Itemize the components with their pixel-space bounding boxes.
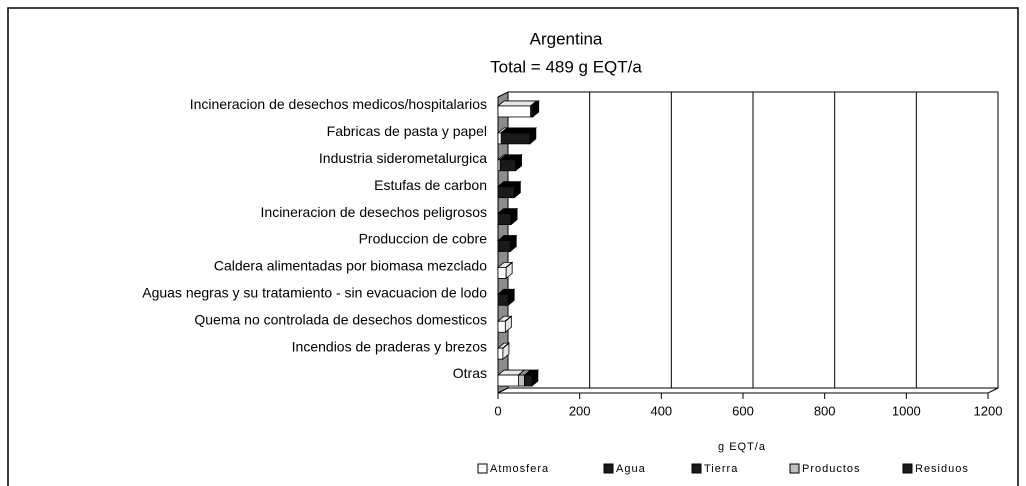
x-tick-label: 1000 [892, 403, 921, 418]
bar-front [518, 374, 525, 387]
bar-top [496, 100, 538, 107]
bar-front [497, 347, 504, 360]
y-tick-label: Caldera alimentadas por biomasa mezclado [214, 258, 487, 274]
bar-front [498, 240, 511, 252]
y-tick-label: Industria siderometalurgica [319, 150, 487, 166]
bar-segment [497, 234, 518, 253]
y-tick-label: Otras [453, 365, 487, 381]
bar-front [497, 267, 507, 279]
bar-front [524, 374, 533, 387]
bar-side [513, 180, 521, 199]
bar-segment [498, 153, 523, 172]
bar-front [499, 159, 516, 172]
y-tick-label: Aguas negras y su tratamiento - sin evac… [142, 285, 487, 301]
x-tick-label: 0 [494, 403, 501, 418]
bar-segment [496, 180, 522, 199]
x-tick-label: 1200 [974, 403, 1003, 418]
bar-side [515, 153, 522, 172]
bar-segment [523, 369, 539, 387]
bar-top [505, 262, 513, 268]
legend-swatch [603, 463, 614, 474]
bar-top [505, 315, 512, 322]
bar-segment [500, 127, 537, 145]
y-tick-label: Incendios de praderas y brezos [292, 338, 487, 354]
legend-label: Atmosfera [490, 463, 549, 475]
x-tick-label: 600 [732, 403, 754, 418]
y-tick-label: Incineracion de desechos peligrosos [261, 204, 487, 220]
y-tick-label: Produccion de cobre [359, 231, 488, 247]
legend-label: Productos [802, 463, 861, 475]
floor [497, 387, 999, 394]
chart-subtitle: Total = 489 g EQT/a [490, 57, 642, 76]
x-tick-label: 400 [650, 403, 672, 418]
y-tick-label: Quema no controlada de desechos domestic… [194, 311, 487, 327]
y-tick-label: Incineracion de desechos medicos/hospita… [190, 96, 487, 112]
bar-segment [496, 207, 519, 226]
legend-swatch [691, 463, 702, 474]
bar-front [500, 132, 531, 145]
legend-label: Residuos [915, 463, 969, 475]
bar-front [497, 132, 502, 145]
bar-front [497, 374, 519, 387]
y-tick-label: Estufas de carbon [374, 177, 487, 193]
bar-side [531, 369, 539, 387]
bar-segment [502, 342, 510, 349]
bar-segment [529, 100, 540, 118]
legend-label: Tierra [704, 463, 738, 475]
bar-segment [505, 262, 513, 268]
x-tick-label: 800 [814, 403, 836, 418]
bar-front [497, 186, 515, 199]
x-axis-label: g EQT/a [718, 441, 766, 453]
bar-side [529, 127, 537, 145]
bar-top [502, 342, 510, 349]
y-tick-label: Fabricas de pasta y papel [327, 123, 487, 139]
x-tick-label: 200 [569, 403, 591, 418]
legend-label: Agua [616, 463, 646, 475]
bar-front [497, 213, 512, 225]
bar-segment [496, 288, 516, 307]
bar-side [507, 288, 515, 307]
bar-side [509, 234, 517, 253]
bar-segment [505, 315, 512, 322]
bar-side [510, 207, 518, 226]
legend-swatch [902, 463, 913, 474]
bar-front [497, 320, 506, 333]
bar-front [497, 293, 509, 306]
legend-swatch [477, 463, 488, 474]
chart-title: Argentina [530, 29, 603, 48]
bar-side [532, 100, 540, 118]
bar-front [497, 105, 532, 118]
legend-swatch [789, 463, 800, 474]
